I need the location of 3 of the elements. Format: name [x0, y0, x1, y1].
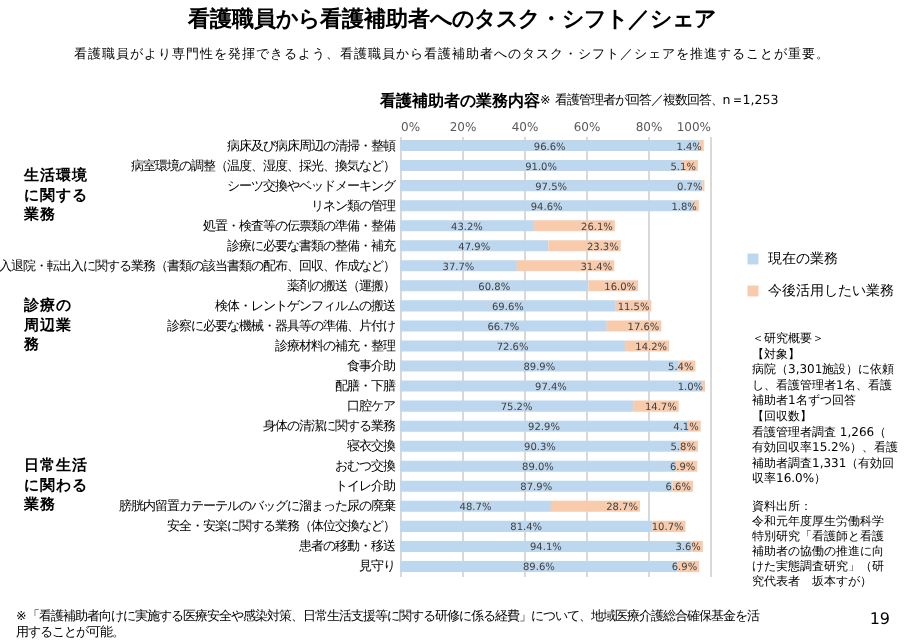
chart-title: 看護職員から看護補助者へのタスク・シフト／シェア [186, 6, 716, 32]
text: 看護補助者の業務内容 [378, 90, 542, 110]
text: 19 [869, 610, 890, 628]
